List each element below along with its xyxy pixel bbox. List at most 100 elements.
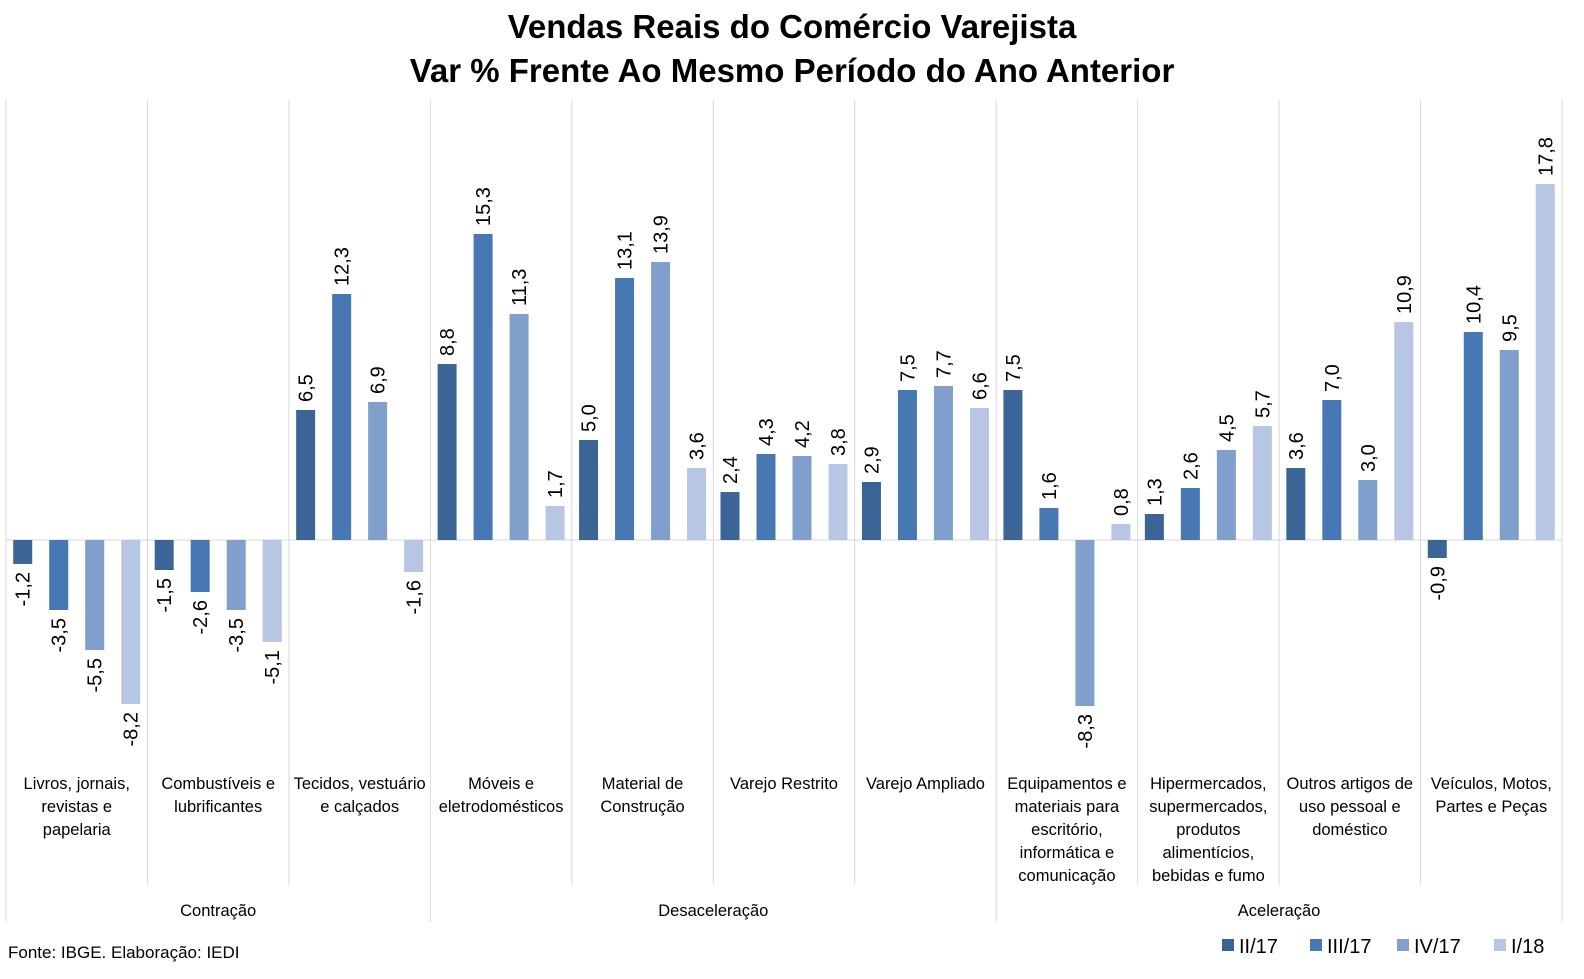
bar	[1463, 332, 1483, 540]
bar	[154, 540, 174, 570]
bar-value-label: -0,9	[1427, 566, 1449, 600]
category-label: Varejo Ampliado	[866, 775, 985, 793]
bar	[226, 540, 246, 610]
bar-value-label: -1,5	[154, 578, 176, 612]
bar-value-label: -3,5	[49, 618, 71, 652]
bar-value-label: 7,5	[897, 354, 919, 382]
bar-value-label: 1,3	[1144, 478, 1166, 506]
bar	[1180, 488, 1200, 540]
bar	[1216, 450, 1236, 540]
category-label: Livros, jornais, revistas e papelaria	[24, 775, 130, 839]
bar	[49, 540, 69, 610]
bar	[473, 234, 493, 540]
bar-value-label: -1,2	[13, 572, 35, 606]
chart-title-line-2: Var % Frente Ao Mesmo Período do Ano Ant…	[410, 52, 1175, 89]
bar	[861, 482, 881, 540]
bar-value-label: 13,9	[651, 215, 673, 254]
bar	[509, 314, 529, 540]
bar	[1252, 426, 1272, 540]
bar-value-label: -5,1	[262, 650, 284, 684]
bar	[190, 540, 210, 592]
bar-value-label: 1,7	[545, 470, 567, 498]
group-label: Aceleração	[1238, 902, 1321, 920]
bar	[404, 540, 424, 572]
bar-value-label: 10,4	[1463, 285, 1485, 324]
bar-value-label: 7,0	[1322, 364, 1344, 392]
category-label: Material de Construção	[600, 775, 684, 816]
bar-value-label: 2,6	[1180, 452, 1202, 480]
bar	[437, 364, 457, 540]
bar-value-label: 2,9	[861, 446, 883, 474]
bar	[13, 540, 33, 564]
group-label: Desaceleração	[658, 902, 768, 920]
bar	[792, 456, 812, 540]
bar	[651, 262, 671, 540]
bar-value-label: 6,5	[296, 374, 318, 402]
bar	[1358, 480, 1378, 540]
legend: II/17 III/17 IV/17 I/18	[1222, 936, 1544, 958]
bar	[1322, 400, 1342, 540]
bar	[121, 540, 141, 704]
bar	[1394, 322, 1414, 540]
bar-value-label: -3,5	[226, 618, 248, 652]
bar-value-label: 3,0	[1358, 444, 1380, 472]
bar	[933, 386, 953, 540]
bar-value-label: 9,5	[1499, 314, 1521, 342]
bar	[579, 440, 599, 540]
bar	[1075, 540, 1095, 706]
bar	[332, 294, 352, 540]
legend-label: IV/17	[1414, 936, 1461, 958]
category-label: Tecidos, vestuário e calçados	[294, 775, 426, 816]
bar	[1144, 514, 1164, 540]
source-note: Fonte: IBGE. Elaboração: IEDI	[8, 943, 240, 962]
bar-value-label: 3,6	[1286, 432, 1308, 460]
category-label: Equipamentos e materiais para escritório, i…	[1007, 775, 1126, 885]
legend-label: II/17	[1239, 936, 1278, 958]
bar-value-label: 10,9	[1394, 275, 1416, 314]
bar-value-label: 5,0	[579, 404, 601, 432]
legend-swatch	[1397, 939, 1409, 951]
bar	[1535, 184, 1555, 540]
legend-label: I/18	[1511, 936, 1544, 958]
bar	[969, 408, 989, 540]
plot-area: -1,2 -1,5 6,5 8,8 5,0 2,4 2,9 7,5 1,3 3,6 -0,9 -3,5…	[5, 100, 1563, 922]
bar-value-label: 6,6	[969, 372, 991, 400]
legend-swatch	[1310, 939, 1322, 951]
category-label: Outros artigos de uso pessoal e doméstico	[1287, 775, 1414, 839]
bar-value-label: 15,3	[473, 187, 495, 226]
bar-value-label: 2,4	[720, 456, 742, 484]
bar-value-label: 1,6	[1039, 472, 1061, 500]
bar-value-label: -1,6	[404, 580, 426, 614]
bar-value-label: 13,1	[615, 231, 637, 270]
bar	[1003, 390, 1023, 540]
bar	[828, 464, 848, 540]
category-label: Móveis e eletrodomésticos	[439, 775, 564, 816]
bar-value-label: 7,5	[1003, 354, 1025, 382]
bar-value-label: 4,2	[792, 420, 814, 448]
bar-value-label: 4,3	[756, 418, 778, 446]
bar-value-label: -5,5	[85, 658, 107, 692]
bar-value-label: 3,8	[828, 428, 850, 456]
bar-value-label: 4,5	[1216, 414, 1238, 442]
bar-value-label: 5,7	[1252, 390, 1274, 418]
bar	[615, 278, 635, 540]
bar-value-label: 11,3	[509, 269, 531, 306]
bar	[720, 492, 740, 540]
bar	[85, 540, 105, 650]
bar	[1111, 524, 1131, 540]
legend-label: III/17	[1327, 936, 1371, 958]
bar	[897, 390, 917, 540]
bar-value-label: -8,2	[121, 712, 143, 746]
chart-title-line-1: Vendas Reais do Comércio Varejista	[508, 8, 1077, 45]
bar	[262, 540, 282, 642]
category-label: Hipermercados, supermercados, produtos alim…	[1149, 775, 1267, 885]
bar	[756, 454, 776, 540]
bar	[1427, 540, 1447, 558]
group-label: Contração	[180, 902, 256, 920]
bar	[368, 402, 388, 540]
category-label: Veículos, Motos, Partes e Peças	[1431, 775, 1552, 816]
bar-value-label: 17,8	[1535, 137, 1557, 176]
bar-value-label: 8,8	[437, 328, 459, 356]
bar	[687, 468, 707, 540]
legend-swatch	[1494, 939, 1506, 951]
